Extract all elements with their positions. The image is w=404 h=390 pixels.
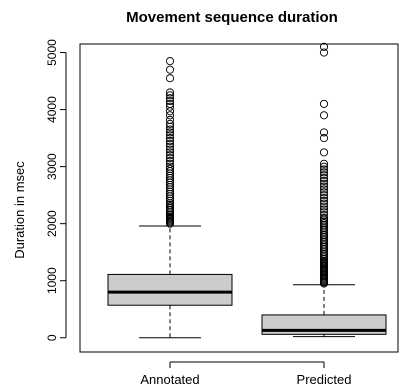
y-tick-label: 5000 xyxy=(45,39,59,66)
outlier-point xyxy=(165,128,175,137)
outlier-point xyxy=(165,154,175,163)
outlier-point xyxy=(319,196,329,205)
outlier-point xyxy=(319,111,329,120)
outlier-point xyxy=(165,102,175,111)
x-tick-label: Predicted xyxy=(297,372,352,387)
outlier-point xyxy=(165,159,175,168)
box-iqr xyxy=(107,273,233,306)
y-tick-label: 0 xyxy=(45,334,59,341)
outlier-point xyxy=(319,42,329,51)
outlier-point xyxy=(319,171,329,180)
outlier-point xyxy=(319,179,329,188)
outlier-point xyxy=(165,162,175,171)
y-tick-label: 3000 xyxy=(45,153,59,180)
outlier-point xyxy=(319,162,329,171)
outlier-point xyxy=(165,94,175,103)
outlier-point xyxy=(319,148,329,157)
outlier-point xyxy=(319,188,329,197)
outlier-point xyxy=(165,119,175,128)
chart-title: Movement sequence duration xyxy=(126,9,338,26)
outlier-point xyxy=(319,168,329,177)
outlier-point xyxy=(165,151,175,160)
outlier-point xyxy=(319,213,329,223)
outlier-point xyxy=(319,173,329,183)
outlier-point xyxy=(165,134,175,143)
outlier-point xyxy=(165,74,175,83)
y-tick-label: 4000 xyxy=(45,96,59,123)
outlier-point xyxy=(319,134,329,143)
outlier-point xyxy=(165,99,175,108)
plot-frame xyxy=(79,43,399,353)
outlier-point xyxy=(165,57,175,66)
outlier-point xyxy=(319,208,329,217)
outlier-point xyxy=(165,139,175,148)
outlier-point xyxy=(165,145,175,154)
x-tick-label: Annotated xyxy=(140,372,199,387)
outlier-point xyxy=(165,125,175,134)
outlier-point xyxy=(165,131,175,140)
outlier-point xyxy=(319,202,329,211)
outlier-point xyxy=(319,193,329,203)
outlier-point xyxy=(165,148,175,157)
outlier-point xyxy=(165,111,175,120)
outlier-point xyxy=(165,96,175,106)
outlier-point xyxy=(319,176,329,185)
outlier-point xyxy=(319,128,329,137)
box-annotated xyxy=(107,57,233,339)
x-axis: Annotated Predicted xyxy=(140,361,352,387)
outlier-point xyxy=(165,142,175,151)
outlier-point xyxy=(165,88,175,97)
outlier-point xyxy=(165,115,175,124)
outlier-point xyxy=(319,165,329,174)
y-tick-label: 2000 xyxy=(45,210,59,237)
outlier-point xyxy=(319,191,329,200)
outlier-point xyxy=(319,205,329,214)
outlier-point xyxy=(319,48,329,57)
box-series xyxy=(107,42,387,339)
y-axis-label: Duration in msec xyxy=(12,161,27,259)
box-predicted xyxy=(261,42,387,338)
outlier-point xyxy=(165,164,175,173)
outlier-point xyxy=(319,199,329,208)
y-tick-label: 1000 xyxy=(45,267,59,294)
y-axis: 0 1000 2000 3000 4000 5000 xyxy=(45,39,67,341)
outlier-point xyxy=(319,99,329,108)
outlier-point xyxy=(319,159,329,168)
outlier-point xyxy=(165,91,175,100)
outlier-point xyxy=(319,185,329,194)
outlier-point xyxy=(165,156,175,165)
outlier-point xyxy=(165,136,175,146)
outlier-point xyxy=(319,211,329,220)
outlier-point xyxy=(319,182,329,191)
outlier-point xyxy=(165,65,175,74)
